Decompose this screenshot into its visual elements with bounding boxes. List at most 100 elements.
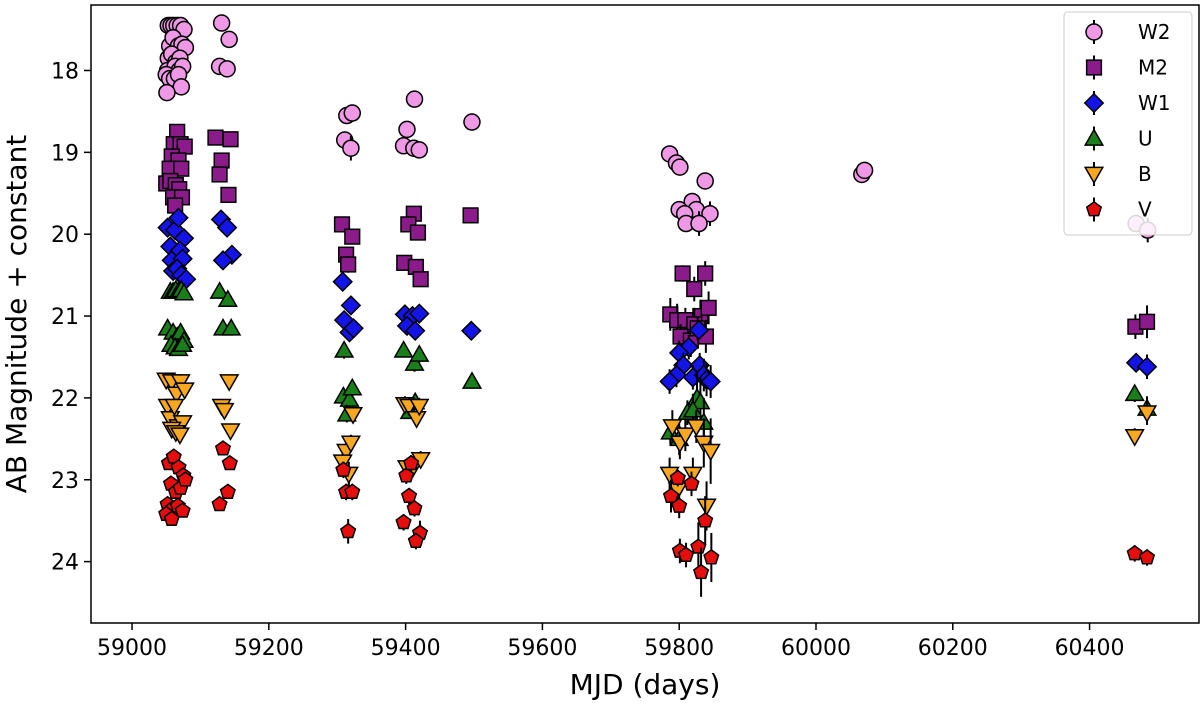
series-w1	[157, 207, 1158, 398]
point-m2	[220, 186, 237, 204]
point-w2	[696, 172, 714, 190]
point-u	[339, 389, 360, 407]
point-w2	[172, 78, 191, 96]
series-w2	[157, 14, 1157, 243]
point-m2	[700, 299, 717, 316]
point-u	[461, 371, 483, 389]
point-w1	[168, 207, 189, 229]
point-u	[342, 377, 363, 396]
x-tick-label: 60000	[781, 636, 851, 661]
point-m2	[213, 152, 230, 169]
point-w1	[700, 371, 721, 392]
point-u	[221, 317, 242, 336]
x-tick-label: 59400	[371, 636, 441, 661]
legend-marker-m2	[1085, 59, 1103, 76]
y-tick-label: 21	[51, 305, 79, 330]
point-w1	[332, 271, 353, 292]
point-w2	[212, 14, 231, 32]
point-v	[340, 522, 357, 539]
legend-marker-w1	[1083, 92, 1105, 114]
x-tick-label: 59000	[97, 636, 167, 661]
x-tick-label: 59600	[507, 636, 577, 661]
legend-item-b: B	[1083, 162, 1152, 186]
point-v	[406, 499, 423, 516]
point-w1	[678, 336, 700, 358]
point-m2	[211, 166, 228, 183]
point-m2	[340, 256, 357, 273]
legend-label: U	[1138, 127, 1153, 151]
point-v	[697, 512, 714, 528]
y-tick-label: 19	[51, 141, 79, 166]
point-b	[409, 398, 430, 417]
point-w2	[342, 139, 360, 157]
point-w1	[1125, 352, 1147, 373]
legend-marker-v	[1085, 200, 1103, 217]
point-v	[211, 495, 228, 512]
point-b	[342, 406, 364, 425]
legend-marker-w2	[1085, 23, 1103, 41]
point-w1	[688, 319, 710, 341]
point-v	[403, 454, 420, 471]
point-w1	[343, 318, 364, 339]
legend-label: B	[1138, 162, 1152, 186]
point-u	[334, 340, 355, 358]
point-w1	[1136, 356, 1158, 378]
legend-label: V	[1138, 198, 1152, 222]
point-w2	[671, 158, 689, 176]
point-w1	[340, 295, 362, 316]
y-tick-label: 18	[51, 59, 79, 84]
y-tick-label: 24	[51, 551, 79, 576]
point-v	[221, 454, 238, 471]
point-v	[398, 467, 415, 483]
y-tick-label: 20	[51, 223, 79, 248]
point-b	[700, 443, 721, 462]
point-v	[400, 487, 418, 504]
legend-item-v: V	[1085, 197, 1152, 222]
point-m2	[462, 207, 479, 224]
legend-item-m2: M2	[1085, 55, 1168, 80]
point-v	[683, 475, 700, 491]
point-v	[214, 440, 232, 456]
point-b	[214, 402, 235, 421]
point-v	[669, 469, 686, 486]
point-u	[172, 334, 193, 353]
point-m2	[173, 160, 190, 177]
point-u	[1124, 383, 1145, 402]
point-u	[393, 340, 414, 358]
point-w2	[855, 161, 874, 180]
x-axis-ticks: 59000 59200 59400 59600 59800 60000 60200 60400	[97, 623, 1125, 661]
point-v	[407, 532, 424, 549]
point-v	[177, 471, 194, 487]
point-w1	[461, 320, 482, 342]
point-w2	[701, 204, 719, 223]
point-b	[682, 466, 703, 485]
point-v	[219, 483, 236, 499]
point-w2	[343, 104, 362, 122]
x-tick-label: 59200	[234, 636, 304, 661]
point-w1	[659, 371, 680, 392]
y-tick-label: 22	[51, 387, 79, 412]
point-v	[344, 483, 361, 499]
point-v	[395, 513, 412, 530]
point-b	[169, 427, 190, 446]
point-m2	[1138, 313, 1156, 330]
point-u	[682, 399, 703, 418]
point-w2	[220, 30, 238, 49]
point-w2	[410, 141, 429, 159]
point-v	[690, 538, 707, 554]
legend-item-w1: W1	[1083, 91, 1171, 115]
point-v	[662, 487, 680, 504]
point-b	[219, 374, 240, 392]
y-tick-label: 23	[51, 469, 79, 494]
point-w1	[409, 303, 430, 324]
point-w2	[398, 120, 416, 139]
point-v	[671, 497, 688, 513]
point-b	[164, 398, 185, 417]
point-v	[335, 461, 352, 477]
point-u	[173, 282, 195, 301]
x-tick-label: 60200	[918, 636, 988, 661]
legend-label: W1	[1138, 91, 1171, 115]
point-b	[1136, 405, 1158, 423]
point-b	[686, 419, 707, 437]
point-m2	[207, 129, 224, 146]
